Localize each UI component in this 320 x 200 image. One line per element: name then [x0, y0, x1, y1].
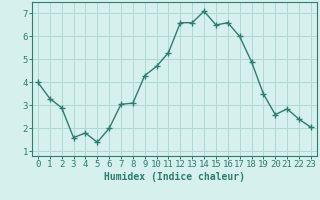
X-axis label: Humidex (Indice chaleur): Humidex (Indice chaleur): [104, 172, 245, 182]
